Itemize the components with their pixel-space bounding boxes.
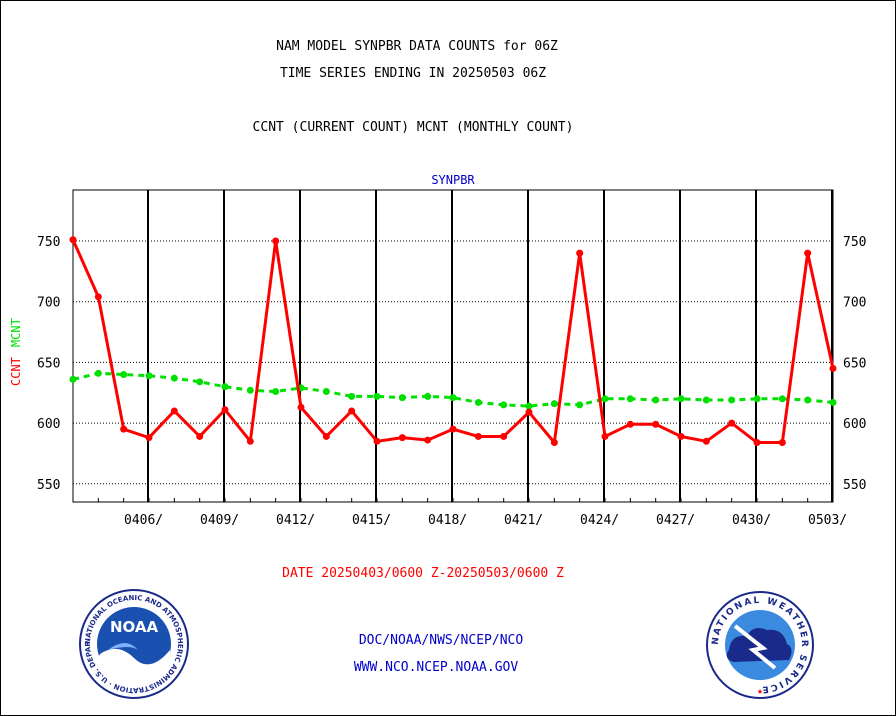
ccnt-point	[398, 434, 406, 442]
x-tick-label: 0503/	[808, 513, 847, 528]
ccnt-point	[829, 364, 837, 372]
mcnt-point	[170, 374, 178, 382]
y-tick-label-left: 550	[37, 478, 60, 493]
ccnt-point	[69, 236, 77, 244]
y-axis-label: CCNT MCNT	[9, 318, 23, 386]
chart-subtitle: CCNT (CURRENT COUNT) MCNT (MONTHLY COUNT…	[252, 120, 574, 135]
mcnt-point	[474, 398, 482, 406]
mcnt-point	[778, 395, 786, 403]
ccnt-point	[94, 293, 102, 301]
ccnt-point	[120, 425, 128, 433]
url-line: WWW.NCO.NCEP.NOAA.GOV	[353, 660, 519, 675]
mcnt-point	[221, 383, 229, 391]
x-tick-label: 0412/	[276, 513, 315, 528]
date-range-label: DATE 20250403/0600 Z-20250503/0600 Z	[282, 566, 564, 581]
noaa-logo-text: NOAA	[110, 618, 159, 636]
mcnt-point	[753, 395, 761, 403]
x-tick-label: 0406/	[124, 513, 163, 528]
mcnt-point	[702, 396, 710, 404]
ccnt-point	[221, 406, 229, 414]
mcnt-point	[652, 396, 660, 404]
mcnt-point	[322, 388, 330, 396]
x-tick-label: 0421/	[504, 513, 543, 528]
mcnt-point	[449, 394, 457, 402]
x-tick-label: 0427/	[656, 513, 695, 528]
mcnt-point	[145, 372, 153, 380]
x-tick-label: 0424/	[580, 513, 619, 528]
y-tick-label-left: 700	[37, 296, 60, 311]
y-tick-label-right: 700	[843, 296, 866, 311]
mcnt-point	[626, 395, 634, 403]
x-tick-label: 0430/	[732, 513, 771, 528]
mcnt-point	[677, 395, 685, 403]
y-tick-label-left: 750	[37, 235, 60, 250]
ccnt-point	[753, 439, 761, 447]
y-tick-label-left: 600	[37, 417, 60, 432]
mcnt-point	[246, 386, 254, 394]
ccnt-point	[145, 434, 153, 442]
org-line: DOC/NOAA/NWS/NCEP/NCO	[358, 633, 524, 648]
mcnt-point	[120, 371, 128, 379]
ccnt-point	[246, 437, 254, 445]
mcnt-point	[373, 392, 381, 400]
y-tick-label-right: 600	[843, 417, 866, 432]
y-axis-label-ccnt: CCNT	[9, 357, 23, 386]
mcnt-point	[398, 394, 406, 402]
ccnt-point	[474, 432, 482, 440]
mcnt-point	[829, 398, 837, 406]
nws-logo: NATIONAL WEATHER SERVICE ★	[706, 591, 814, 699]
y-tick-label-right: 550	[843, 478, 866, 493]
mcnt-point	[576, 401, 584, 409]
ccnt-point	[196, 432, 204, 440]
mcnt-point	[272, 388, 280, 396]
x-tick-label: 0409/	[200, 513, 239, 528]
mcnt-point	[525, 402, 533, 410]
chart-title-line2: TIME SERIES ENDING IN 20250503 06Z	[279, 66, 547, 81]
ccnt-point	[170, 407, 178, 415]
ccnt-point	[728, 419, 736, 427]
ccnt-point	[601, 432, 609, 440]
ccnt-point	[297, 403, 305, 411]
ccnt-point	[500, 432, 508, 440]
ccnt-point	[424, 436, 432, 444]
y-tick-label-left: 650	[37, 356, 60, 371]
mcnt-point	[500, 401, 508, 409]
mcnt-point	[94, 369, 102, 377]
noaa-logo: NOAA NATIONAL OCEANIC AND ATMOSPHERIC AD…	[78, 588, 189, 699]
mcnt-point	[196, 378, 204, 386]
ccnt-point	[550, 439, 558, 447]
ccnt-point	[804, 249, 812, 257]
x-tick-label: 0415/	[352, 513, 391, 528]
mcnt-point	[728, 396, 736, 404]
y-tick-label-right: 650	[843, 356, 866, 371]
mcnt-point	[348, 392, 356, 400]
ccnt-point	[652, 420, 660, 428]
x-tick-label: 0418/	[428, 513, 467, 528]
ccnt-point	[626, 420, 634, 428]
mcnt-point	[550, 400, 558, 408]
ccnt-point	[677, 432, 685, 440]
ccnt-point	[525, 408, 533, 416]
ccnt-point	[702, 437, 710, 445]
nws-star-icon: ★	[757, 686, 763, 697]
ccnt-point	[322, 432, 330, 440]
chart-title-line1: NAM MODEL SYNPBR DATA COUNTS for 06Z	[276, 39, 558, 54]
panel-title: SYNPBR	[431, 173, 475, 187]
mcnt-point	[601, 395, 609, 403]
y-tick-label-right: 750	[843, 235, 866, 250]
ccnt-point	[272, 237, 280, 245]
ccnt-point	[576, 249, 584, 257]
mcnt-point	[424, 392, 432, 400]
ccnt-point	[778, 439, 786, 447]
mcnt-point	[69, 375, 77, 383]
ccnt-point	[449, 425, 457, 433]
ccnt-point	[373, 437, 381, 445]
y-axis-label-mcnt: MCNT	[9, 318, 23, 347]
ccnt-point	[348, 407, 356, 415]
mcnt-point	[804, 396, 812, 404]
